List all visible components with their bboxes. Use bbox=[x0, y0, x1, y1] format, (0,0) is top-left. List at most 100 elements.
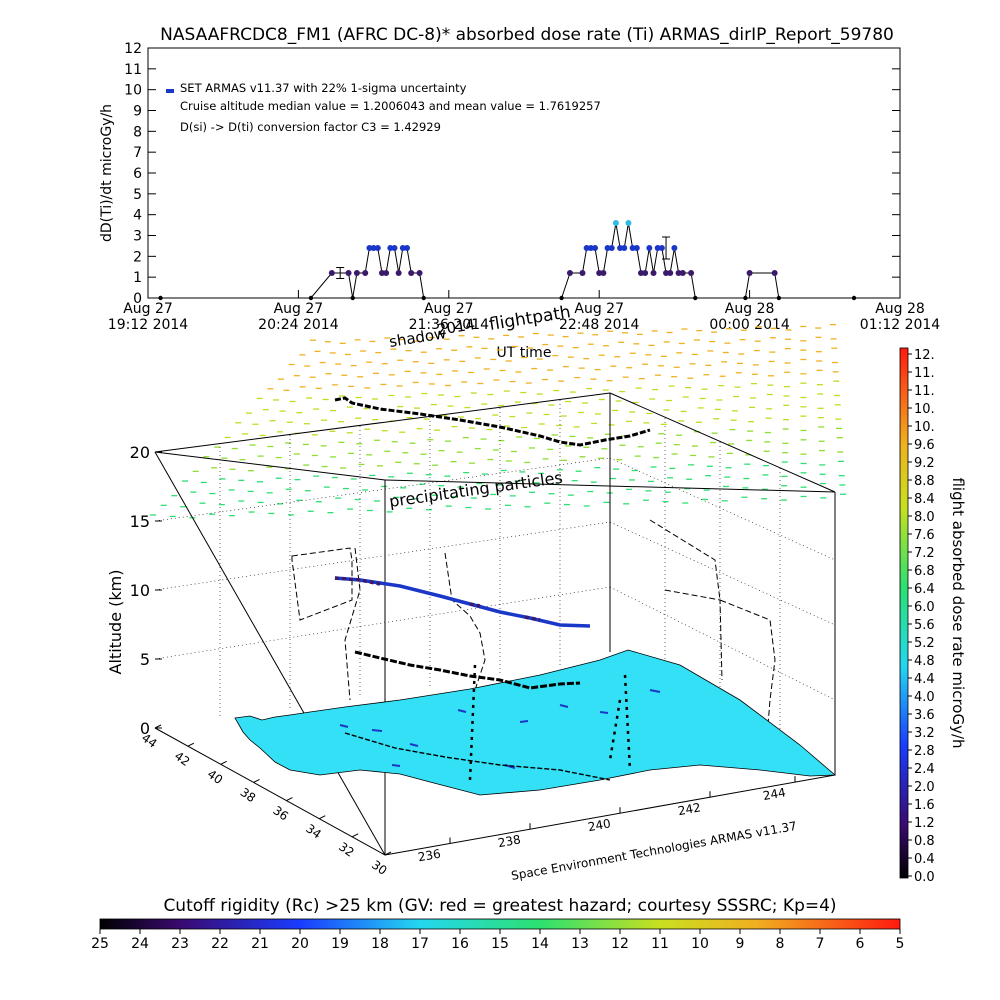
dose-colorbar-tick-label: 10. bbox=[914, 402, 935, 417]
flight-path-cruise-dark bbox=[334, 576, 541, 622]
rigidity-tick-label: 5 bbox=[896, 936, 905, 952]
data-point bbox=[399, 245, 406, 251]
x-tick-day: Aug 28 bbox=[875, 301, 925, 317]
dose-colorbar-tick-label: 4.4 bbox=[914, 672, 935, 687]
x-tick-time: 21:36 2014 bbox=[409, 317, 490, 333]
y-tick-label: 12 bbox=[124, 41, 142, 57]
y-tick-label: 4 bbox=[133, 208, 142, 224]
data-point bbox=[746, 270, 753, 276]
dose-colorbar-tick-label: 11. bbox=[914, 384, 935, 399]
legend-line-1: SET ARMAS v11.37 with 22% 1-sigma uncert… bbox=[180, 81, 467, 95]
lat-tick-mark bbox=[187, 742, 195, 747]
data-point bbox=[693, 295, 698, 301]
error-bar bbox=[336, 267, 345, 279]
legend-line-3: D(si) -> D(ti) conversion factor C3 = 1.… bbox=[180, 120, 441, 134]
dose-colorbar-tick-label: 1.6 bbox=[914, 798, 935, 813]
data-point bbox=[579, 270, 586, 276]
rigidity-title: Cutoff rigidity (Rc) >25 km (GV: red = g… bbox=[163, 896, 836, 916]
rigidity-tick-label: 21 bbox=[251, 936, 269, 952]
data-point bbox=[851, 295, 857, 301]
rigidity-tick-label: 17 bbox=[411, 936, 429, 952]
lon-tick-label: 240 bbox=[587, 816, 612, 834]
data-point bbox=[637, 270, 644, 276]
x-tick-day: Aug 27 bbox=[424, 301, 474, 317]
lon-tick-label: 244 bbox=[762, 785, 787, 803]
dose-colorbar-tick-label: 1.2 bbox=[914, 816, 935, 831]
rigidity-tick-label: 16 bbox=[451, 936, 469, 952]
y-tick-label: 9 bbox=[133, 104, 142, 120]
data-point bbox=[587, 245, 594, 251]
dose-colorbar-tick-label: 5.2 bbox=[914, 636, 935, 651]
rigidity-tick-label: 24 bbox=[131, 936, 149, 952]
x-tick-time: 01:12 2014 bbox=[860, 317, 941, 333]
lon-tick-label: 236 bbox=[417, 847, 442, 865]
x-tick-time: 20:24 2014 bbox=[258, 317, 339, 333]
data-point bbox=[596, 270, 603, 276]
y-tick-label: 8 bbox=[133, 124, 142, 140]
rigidity-tick-label: 7 bbox=[816, 936, 825, 952]
dose-colorbar-tick-label: 8.0 bbox=[914, 510, 935, 525]
rigidity-tick-label: 23 bbox=[171, 936, 189, 952]
dose-rate-line bbox=[160, 222, 854, 299]
lat-tick-label: 42 bbox=[172, 749, 193, 769]
ground-blue-speckles bbox=[339, 689, 661, 769]
data-point bbox=[387, 245, 394, 251]
dose-colorbar-tick-label: 2.8 bbox=[914, 744, 935, 759]
data-point bbox=[654, 245, 661, 251]
flight-path-cruise bbox=[334, 576, 591, 628]
lat-tick-mark bbox=[319, 815, 326, 820]
dose-colorbar-tick-label: 5.6 bbox=[914, 618, 935, 633]
lon-tick-label: 238 bbox=[497, 832, 522, 850]
rigidity-tick-label: 15 bbox=[491, 936, 509, 952]
data-point bbox=[395, 270, 402, 276]
altitude-tick-label: 5 bbox=[140, 650, 150, 669]
data-point bbox=[642, 270, 649, 276]
altitude-axis-label: Altitude (km) bbox=[106, 570, 125, 675]
rigidity-tick-label: 12 bbox=[611, 936, 629, 952]
x-tick-time: 22:48 2014 bbox=[559, 317, 640, 333]
data-point bbox=[416, 270, 423, 276]
lat-tick-mark bbox=[220, 760, 227, 765]
x-tick-time: 19:12 2014 bbox=[108, 317, 189, 333]
data-point bbox=[621, 245, 628, 251]
dose-colorbar-tick-label: 6.0 bbox=[914, 600, 935, 615]
data-point bbox=[378, 270, 385, 276]
rigidity-tick-label: 8 bbox=[776, 936, 785, 952]
legend-swatch bbox=[166, 89, 174, 93]
x-tick-day: Aug 27 bbox=[274, 301, 324, 317]
data-point bbox=[612, 220, 619, 226]
data-point bbox=[633, 245, 640, 251]
y-tick-label: 0 bbox=[133, 291, 142, 307]
dose-colorbar-tick-label: 12. bbox=[914, 348, 935, 363]
dose-colorbar-tick-label: 8.8 bbox=[914, 474, 935, 489]
rigidity-tick-label: 11 bbox=[651, 936, 669, 952]
dose-colorbar-tick-label: 11. bbox=[914, 366, 935, 381]
longitude-ticks: 236 238 240 242 244 bbox=[417, 776, 796, 865]
dose-colorbar-tick-label: 0.0 bbox=[914, 870, 935, 885]
credit-label: Space Environment Technologies ARMAS v11… bbox=[510, 819, 798, 883]
precipitating-particles-label: precipitating particles bbox=[388, 468, 564, 511]
data-point bbox=[688, 270, 695, 276]
data-point bbox=[743, 295, 748, 301]
rigidity-tick-label: 20 bbox=[291, 936, 309, 952]
lat-tick-mark bbox=[286, 797, 293, 802]
dose-colorbar-tick-label: 6.8 bbox=[914, 564, 935, 579]
data-point bbox=[629, 245, 636, 251]
y-tick-label: 1 bbox=[133, 270, 142, 286]
y-tick-label: 7 bbox=[133, 145, 142, 161]
altitude-tick-label: 10 bbox=[130, 581, 150, 600]
dose-rate-series bbox=[158, 220, 857, 301]
rigidity-tick-label: 10 bbox=[691, 936, 709, 952]
flight-path-low bbox=[354, 650, 581, 690]
rigidity-colorbar bbox=[99, 918, 901, 930]
dose-colorbar-tick-label: 9.6 bbox=[914, 438, 935, 453]
lat-tick-mark bbox=[253, 778, 260, 783]
dose-colorbar-tick-label: 2.4 bbox=[914, 762, 935, 777]
vertical-profile-columns bbox=[468, 664, 632, 781]
dose-colorbar-tick-label: 3.6 bbox=[914, 708, 935, 723]
data-point bbox=[345, 270, 352, 276]
data-point bbox=[408, 270, 415, 276]
dose-colorbar-tick-label: 8.4 bbox=[914, 492, 935, 507]
